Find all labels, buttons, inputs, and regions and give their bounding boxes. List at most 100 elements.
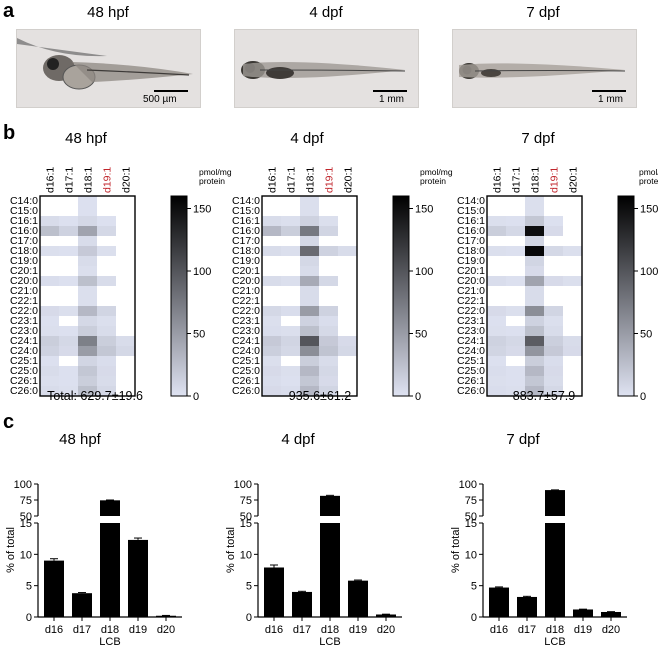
heatmap-cell xyxy=(300,266,319,276)
heatmap-cell xyxy=(300,276,319,286)
heatmap-cell xyxy=(563,346,582,356)
heatmap-row-label: C23:0 xyxy=(10,325,38,337)
heatmap-total-48hpf: Total: 629.7±19.6 xyxy=(47,389,143,403)
bar xyxy=(376,614,396,617)
heatmap-row-label: C16:1 xyxy=(457,215,485,227)
y-tick-label-lower: 10 xyxy=(20,549,32,561)
heatmap-cell xyxy=(78,276,97,286)
heatmap-cell xyxy=(319,326,338,336)
x-tick-label: d20 xyxy=(377,624,395,636)
colorbar-unit-48hpf: pmol/mg protein xyxy=(199,167,232,186)
heatmap-cell xyxy=(281,376,300,386)
heatmap-cell xyxy=(281,366,300,376)
y-tick-label-lower: 5 xyxy=(26,581,32,593)
heatmap-row-label: C26:0 xyxy=(232,385,260,397)
heatmap-cell xyxy=(544,216,563,226)
heatmap-title-7dpf: 7 dpf xyxy=(521,130,555,147)
heatmap-row-label: C19:0 xyxy=(457,255,485,267)
heatmap-cell xyxy=(506,276,525,286)
heatmap-row-label: C24:1 xyxy=(10,335,38,347)
x-axis-label: LCB xyxy=(99,636,120,648)
heatmap-frame xyxy=(261,195,358,397)
heatmap-cell xyxy=(300,206,319,216)
heatmap-row-label: C16:0 xyxy=(232,225,260,237)
x-tick-label: d16 xyxy=(265,624,283,636)
heatmap-cell xyxy=(40,306,59,316)
heatmap-cell xyxy=(40,246,59,256)
heatmap-row-label: C14:0 xyxy=(232,195,260,207)
heatmap-cell xyxy=(525,276,544,286)
heatmap-row-label: C22:1 xyxy=(10,295,38,307)
heatmap-row-label: C24:1 xyxy=(457,335,485,347)
x-tick-label: d19 xyxy=(129,624,147,636)
photo-title-7dpf: 7 dpf xyxy=(526,4,560,21)
heatmap-row-label: C20:0 xyxy=(457,275,485,287)
heatmap-cell xyxy=(40,376,59,386)
heatmap-cell xyxy=(487,216,506,226)
heatmap-col-label: d20:1 xyxy=(121,167,133,193)
colorbar-tick-label: 150 xyxy=(415,204,433,216)
heatmap-cell xyxy=(525,346,544,356)
heatmap-cell xyxy=(487,276,506,286)
heatmap-cell xyxy=(300,346,319,356)
x-tick-label: d20 xyxy=(157,624,175,636)
barchart-1: 50 75 100 0 5 10 15% of total d16 d17 d18 d19 d20 LC… xyxy=(225,479,402,648)
heatmap-cell xyxy=(78,366,97,376)
heatmap-cell xyxy=(281,226,300,236)
heatmap-cell xyxy=(506,306,525,316)
x-tick-label: d17 xyxy=(73,624,91,636)
heatmap-cell xyxy=(78,306,97,316)
heatmap-cell xyxy=(78,256,97,266)
x-tick-label: d19 xyxy=(574,624,592,636)
heatmap-cell xyxy=(319,376,338,386)
heatmap-cell xyxy=(281,216,300,226)
heatmap-cell xyxy=(78,346,97,356)
x-axis-label: LCB xyxy=(319,636,340,648)
larva-photo-4dpf: 1 mm xyxy=(234,29,419,108)
heatmap-cell xyxy=(300,386,319,396)
heatmap-cell xyxy=(525,336,544,346)
larva-image-48hpf xyxy=(17,38,193,90)
heatmap-cell xyxy=(97,366,116,376)
y-tick-label-lower: 0 xyxy=(26,612,32,624)
heatmap-row-label: C24:1 xyxy=(232,335,260,347)
heatmap-row-label: C21:0 xyxy=(457,285,485,297)
heatmap-cell xyxy=(525,316,544,326)
heatmap-cell xyxy=(262,356,281,366)
heatmap-cell xyxy=(525,376,544,386)
heatmap-row-label: C24:0 xyxy=(10,345,38,357)
heatmap-cell xyxy=(544,306,563,316)
y-tick-label-lower: 0 xyxy=(246,612,252,624)
heatmap-cell xyxy=(506,336,525,346)
y-tick-label-lower: 0 xyxy=(471,612,477,624)
heatmap-cell xyxy=(97,246,116,256)
heatmap-cell xyxy=(319,356,338,366)
heatmap-row-label: C26:0 xyxy=(457,385,485,397)
bar xyxy=(601,611,621,617)
colorbar-tick-label: 0 xyxy=(193,391,199,403)
heatmap-cell xyxy=(262,346,281,356)
panel-label-c: c xyxy=(3,411,15,433)
heatmap-row-label: C17:0 xyxy=(232,235,260,247)
heatmap-row-label: C25:1 xyxy=(457,355,485,367)
heatmap-cell xyxy=(300,316,319,326)
heatmap-cell xyxy=(78,216,97,226)
heatmap-cell xyxy=(506,376,525,386)
heatmap-frame xyxy=(39,195,136,397)
heatmap-cell xyxy=(300,226,319,236)
heatmap-cell xyxy=(116,346,135,356)
heatmap-row-label: C24:0 xyxy=(232,345,260,357)
bar xyxy=(156,615,176,617)
heatmap-col-label: d16:1 xyxy=(267,167,279,193)
heatmap-cell xyxy=(78,236,97,246)
heatmap-row-label: C20:0 xyxy=(232,275,260,287)
y-tick-label-lower: 15 xyxy=(20,518,32,530)
y-axis-label: % of total xyxy=(5,527,17,573)
heatmap-row-label: C18:0 xyxy=(232,245,260,257)
y-tick-label-lower: 5 xyxy=(246,581,252,593)
heatmap-row-label: C22:0 xyxy=(457,305,485,317)
heatmap-cell xyxy=(544,276,563,286)
heatmap-row-label: C25:1 xyxy=(10,355,38,367)
bar xyxy=(264,567,284,617)
scale-label-7dpf: 1 mm xyxy=(598,94,623,105)
